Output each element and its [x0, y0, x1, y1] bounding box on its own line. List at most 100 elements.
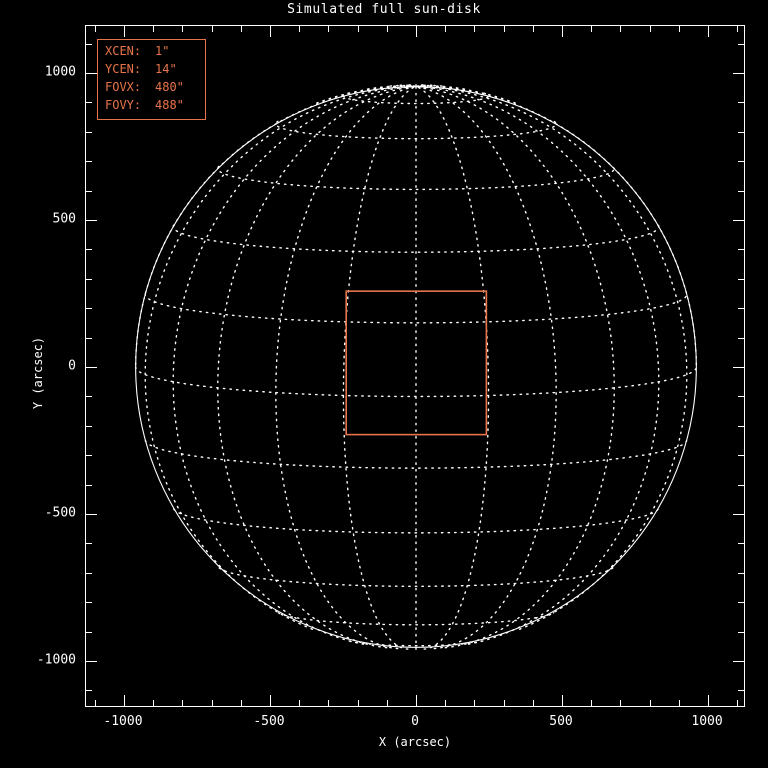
x-tick-bottom	[532, 700, 534, 706]
x-tick-top	[211, 26, 213, 32]
y-tick-left	[86, 484, 92, 486]
y-tick-right	[733, 220, 744, 222]
parameter-key: XCEN:	[105, 44, 142, 58]
x-tick-bottom	[474, 700, 476, 706]
x-tick-top	[357, 26, 359, 32]
y-tick-left	[86, 631, 92, 633]
x-tick-top	[503, 26, 505, 32]
y-tick-left	[86, 425, 92, 427]
y-tick-right	[733, 513, 744, 515]
parameter-value: 480"	[155, 80, 184, 94]
grid-meridian	[416, 84, 433, 87]
plot-canvas	[86, 26, 744, 706]
grid-meridian	[417, 85, 698, 366]
x-tick-bottom	[649, 700, 651, 706]
y-tick-label: -500	[44, 505, 76, 521]
grid-meridian	[399, 84, 416, 87]
grid-parallel	[218, 567, 614, 588]
grid-parallel	[173, 508, 659, 534]
x-tick-top	[678, 26, 680, 32]
grid-parallel	[217, 165, 615, 191]
y-tick-right	[733, 660, 744, 662]
y-tick-right	[733, 367, 744, 368]
y-tick-right	[738, 278, 744, 280]
x-tick-bottom	[678, 700, 680, 706]
parameter-row: YCEN: 14"	[105, 62, 205, 80]
y-tick-left	[86, 396, 92, 398]
x-tick-top	[737, 26, 739, 32]
parameter-info-box: XCEN: 1" YCEN: 14" FOVX: 480" FOVY: 488"	[97, 39, 206, 120]
grid-meridian	[172, 85, 415, 645]
y-tick-left	[86, 73, 97, 75]
x-tick-bottom	[737, 700, 739, 706]
y-tick-right	[738, 249, 744, 251]
y-tick-left	[86, 513, 97, 515]
field-of-view-rectangle[interactable]	[345, 290, 488, 436]
y-tick-left	[86, 367, 97, 368]
sun-disk-graphic	[134, 84, 698, 650]
y-tick-right	[738, 190, 744, 192]
grid-meridian	[417, 85, 688, 630]
y-tick-right	[733, 73, 744, 75]
x-tick-bottom	[153, 700, 155, 706]
y-tick-left	[86, 455, 92, 457]
parameter-row: FOVX: 480"	[105, 80, 205, 98]
x-tick-bottom	[328, 700, 330, 706]
grid-parallel	[275, 120, 557, 140]
parameter-row: FOVY: 488"	[105, 98, 205, 116]
grid-meridian	[408, 84, 417, 87]
grid-parallel	[144, 293, 688, 324]
x-tick-label: 1000	[691, 714, 723, 729]
x-tick-label: 0	[411, 714, 419, 729]
x-tick-bottom	[357, 700, 359, 706]
y-tick-right	[738, 602, 744, 604]
x-tick-top	[445, 26, 447, 32]
y-tick-label: 0	[68, 358, 76, 374]
y-tick-right	[738, 543, 744, 545]
x-tick-bottom	[503, 700, 505, 706]
grid-meridian	[389, 84, 415, 87]
parameter-key: FOVY:	[105, 98, 142, 112]
parameter-key: FOVX:	[105, 80, 142, 94]
y-tick-right	[738, 308, 744, 310]
parameter-value: 14"	[155, 62, 177, 76]
x-tick-bottom	[708, 695, 710, 706]
y-tick-right	[738, 690, 744, 692]
plot-area[interactable]	[85, 25, 745, 707]
grid-parallel	[277, 612, 555, 626]
grid-meridian	[415, 84, 424, 87]
x-tick-label: 500	[549, 714, 573, 729]
x-tick-top	[153, 26, 155, 32]
y-tick-right	[738, 337, 744, 339]
y-tick-left	[86, 660, 97, 662]
grid-parallel	[349, 640, 483, 647]
y-tick-right	[738, 425, 744, 427]
x-tick-bottom	[445, 700, 447, 706]
y-tick-left	[86, 602, 92, 604]
x-tick-label: -1000	[103, 714, 143, 729]
heliographic-grid	[134, 84, 698, 650]
y-tick-left	[86, 572, 92, 574]
x-tick-bottom	[591, 700, 593, 706]
x-tick-top	[328, 26, 330, 32]
y-tick-label: -1000	[36, 652, 76, 668]
x-tick-top	[620, 26, 622, 32]
x-tick-bottom	[620, 700, 622, 706]
parameter-key: YCEN:	[105, 62, 142, 76]
y-tick-left	[86, 220, 97, 222]
parameter-row: XCEN: 1"	[105, 44, 205, 62]
page-title: Simulated full sun-disk	[287, 2, 481, 17]
parameter-rows: XCEN: 1" YCEN: 14" FOVX: 480" FOVY: 488"	[105, 44, 205, 116]
grid-meridian	[217, 85, 415, 649]
x-tick-top	[123, 26, 125, 37]
y-tick-left	[86, 337, 92, 339]
grid-parallel	[342, 92, 490, 105]
x-tick-top	[591, 26, 593, 32]
x-tick-bottom	[299, 700, 301, 706]
x-tick-label: -500	[253, 714, 285, 729]
y-tick-right	[738, 43, 744, 45]
y-tick-left	[86, 43, 92, 45]
x-tick-top	[269, 26, 271, 37]
x-tick-top	[386, 26, 388, 32]
grid-parallel	[134, 366, 698, 398]
